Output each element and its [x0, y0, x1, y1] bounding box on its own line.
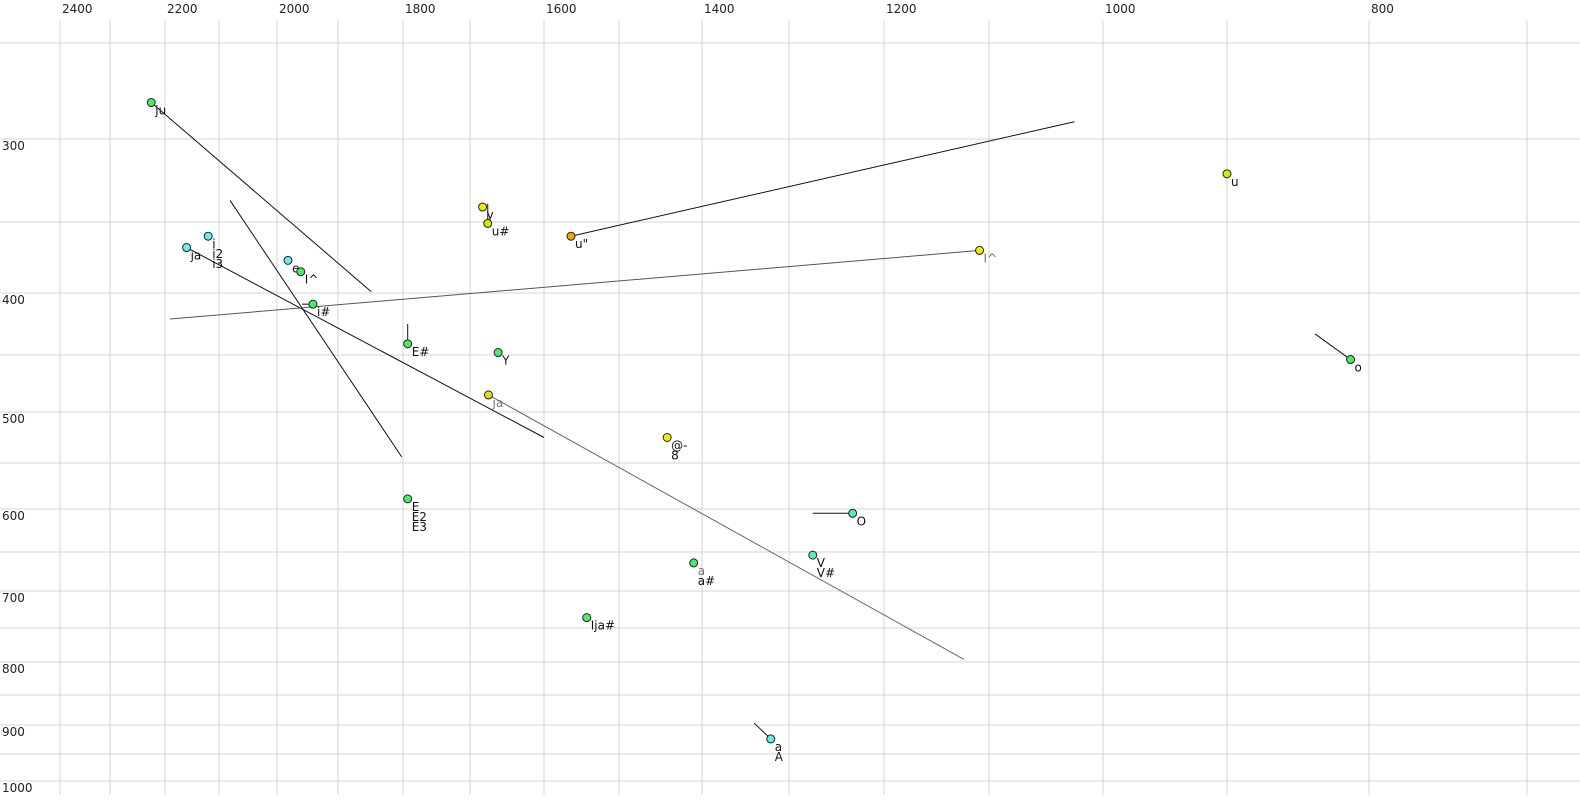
vowel-label: ju [154, 104, 166, 118]
vowel-point[interactable] [566, 231, 576, 241]
vowel-label: y [487, 208, 494, 222]
tick-labels: 2400 2200 2000 1800 1600 1400 1200 1000 800 300 40… [2, 2, 1394, 795]
vowel-label: E [412, 500, 420, 514]
vowel-point[interactable] [582, 613, 592, 623]
vowel-label: V [817, 556, 826, 570]
y-tick-label: 800 [2, 662, 25, 676]
vowel-label: 8 [671, 449, 679, 463]
vowel-point[interactable] [308, 299, 318, 309]
vowel-label: V# [817, 566, 835, 580]
vowel-label: i [212, 237, 215, 251]
vowel-label: i3 [212, 257, 223, 271]
vowel-point[interactable] [203, 231, 213, 241]
vowel-label: E2 [412, 510, 427, 524]
trajectory-line [488, 394, 965, 660]
x-tick-label: 2200 [167, 2, 198, 16]
y-tick-label: 600 [2, 509, 25, 523]
vowel-label: ja [492, 396, 504, 410]
trajectory-line [186, 247, 545, 438]
y-tick-label: 500 [2, 412, 25, 426]
vowel-point[interactable] [182, 243, 192, 253]
x-tick-label: 1800 [405, 2, 436, 16]
vowel-label: a [698, 564, 705, 578]
vowel-point[interactable] [975, 245, 985, 255]
vowel-label: Y [501, 354, 510, 368]
vowel-point[interactable] [483, 218, 493, 228]
vowel-label: a# [698, 574, 715, 588]
x-tick-label: 1400 [704, 2, 735, 16]
x-tick-label: 2000 [279, 2, 310, 16]
vowel-label: i# [317, 305, 330, 319]
vowel-label: o [1355, 361, 1362, 375]
x-tick-label: 1000 [1105, 2, 1136, 16]
vowel-label: E# [412, 345, 430, 359]
vowel-label: I^ [984, 251, 998, 265]
x-tick-label: 1600 [546, 2, 577, 16]
trajectories [150, 102, 1351, 740]
vowel-label: A [775, 750, 784, 764]
vowel-point[interactable] [146, 98, 156, 108]
vowel-point[interactable] [1222, 169, 1232, 179]
x-tick-label: 2400 [62, 2, 93, 16]
vowel-label: @- [671, 439, 687, 453]
vowel-label: a [775, 740, 782, 754]
vowel-point[interactable] [848, 508, 858, 518]
vowel-point[interactable] [283, 255, 293, 265]
vowel-point[interactable] [403, 494, 413, 504]
trajectory-line [169, 249, 980, 320]
trajectory-line [229, 200, 403, 458]
y-tick-label: 1000 [2, 781, 33, 795]
vowel-point[interactable] [403, 339, 413, 349]
vowel-point[interactable] [484, 390, 493, 400]
vowel-point[interactable] [296, 267, 306, 277]
y-tick-label: 300 [2, 139, 25, 153]
x-tick-label: 800 [1371, 2, 1394, 16]
vowel-point[interactable] [662, 433, 672, 442]
x-tick-label: 1200 [886, 2, 917, 16]
vowel-point[interactable] [808, 550, 818, 560]
y-tick-label: 400 [2, 293, 25, 307]
vowel-label: u" [575, 237, 588, 251]
vowel-label: Ija# [591, 619, 615, 633]
trajectory-line [1314, 333, 1351, 360]
vowel-label: I^ [305, 273, 319, 287]
vowel-point[interactable] [1346, 355, 1356, 365]
vowel-label: e [292, 261, 299, 275]
y-tick-label: 700 [2, 591, 25, 605]
y-tick-label: 900 [2, 725, 25, 739]
trajectory-line [150, 102, 372, 292]
trajectory-line [570, 121, 1075, 237]
vowel-point[interactable] [689, 558, 699, 568]
vowel-label: i2 [212, 247, 223, 261]
grid [0, 20, 1580, 795]
vowel-point[interactable] [493, 348, 503, 358]
vowel-point[interactable] [766, 734, 776, 744]
vowel-label: u# [492, 224, 510, 238]
vowel-label: O [857, 514, 866, 528]
vowel-label: E3 [412, 520, 427, 534]
vowel-label: ja [190, 249, 202, 263]
vowel-label: u [1231, 175, 1239, 189]
vowel-point[interactable] [478, 202, 488, 212]
